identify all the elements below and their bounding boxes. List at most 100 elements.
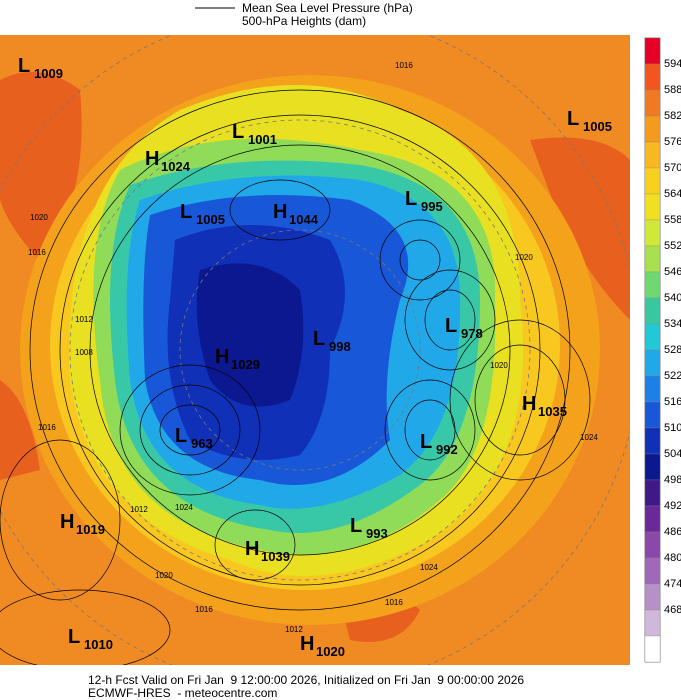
center-value: 1020 [316, 644, 345, 659]
center-letter: L [445, 315, 457, 337]
colorbar-label: 588 [664, 84, 681, 96]
colorbar-label: 546 [664, 266, 681, 278]
isobar-label: 1024 [580, 433, 598, 442]
center-value: 992 [436, 442, 458, 457]
center-letter: L [180, 201, 192, 223]
isobar-label: 1008 [75, 348, 93, 357]
center-letter: L [313, 328, 325, 350]
center-value: 1024 [161, 159, 191, 174]
center-letter: H [60, 511, 74, 533]
center-value: 1029 [231, 357, 260, 372]
colorbar-label: 486 [664, 526, 681, 538]
colorbar-swatch [644, 219, 661, 247]
isobar-label: 1016 [38, 423, 56, 432]
colorbar-label: 504 [664, 448, 681, 460]
isobar-label: 1016 [195, 605, 213, 614]
colorbar-label: 558 [664, 214, 681, 226]
colorbar-swatch [644, 297, 661, 325]
isobar-label: 1012 [75, 315, 93, 324]
colorbar-swatch [644, 479, 661, 507]
center-value: 995 [421, 199, 443, 214]
isobar-label: 1012 [130, 505, 148, 514]
center-value: 1019 [76, 522, 105, 537]
colorbar-swatch [644, 245, 661, 273]
colorbar-swatch [644, 271, 661, 299]
colorbar-swatch [644, 167, 661, 195]
isobar-label: 1024 [420, 563, 438, 572]
center-letter: H [215, 346, 229, 368]
isobar-label: 1020 [30, 213, 48, 222]
center-value: 963 [191, 436, 213, 451]
center-letter: L [232, 121, 244, 143]
colorbar-label: 582 [664, 110, 681, 122]
colorbar-label: 516 [664, 396, 681, 408]
isobar-label: 1020 [515, 253, 533, 262]
colorbar-swatch [644, 37, 661, 65]
colorbar-label: 570 [664, 162, 681, 174]
center-letter: L [68, 626, 80, 648]
colorbar-label: 594 [664, 58, 681, 70]
center-letter: L [567, 108, 579, 130]
height-band [196, 263, 304, 407]
center-value: 1005 [196, 212, 225, 227]
isobar-label: 1012 [285, 625, 303, 634]
center-letter: L [405, 188, 417, 210]
warm-anomaly [0, 380, 40, 480]
colorbar-swatch [644, 349, 661, 377]
colorbar-label: 522 [664, 370, 681, 382]
center-letter: L [18, 55, 30, 77]
colorbar-swatch [644, 427, 661, 455]
legend-mslp: Mean Sea Level Pressure (hPa) [242, 1, 413, 15]
isobar-label: 1024 [175, 503, 193, 512]
center-value: 993 [366, 526, 388, 541]
center-letter: H [300, 633, 314, 655]
colorbar-swatch [644, 505, 661, 533]
isobar-label: 1020 [490, 361, 508, 370]
center-value: 1044 [289, 212, 319, 227]
colorbar-label: 534 [664, 318, 681, 330]
colorbar-label: 498 [664, 474, 681, 486]
warm-anomaly [530, 137, 630, 320]
isobar-label: 1020 [155, 571, 173, 580]
colorbar-label: 576 [664, 136, 681, 148]
center-letter: H [273, 201, 287, 223]
center-value: 1001 [248, 132, 277, 147]
footer-valid: 12-h Fcst Valid on Fri Jan 9 12:00:00 20… [88, 673, 524, 687]
isobar-label: 1016 [28, 248, 46, 257]
colorbar-swatch [644, 323, 661, 351]
latitude-circles [0, 35, 630, 665]
colorbar-swatch [644, 115, 661, 143]
center-letter: L [420, 431, 432, 453]
isobars [0, 89, 591, 665]
center-letter: L [175, 425, 187, 447]
isobar-label: 1016 [385, 598, 403, 607]
colorbar-label: 510 [664, 422, 681, 434]
colorbar-swatch [644, 583, 661, 611]
colorbar-swatch [644, 63, 661, 91]
colorbar-label: 492 [664, 500, 681, 512]
colorbar-swatch [644, 531, 661, 559]
center-value: 978 [461, 326, 483, 341]
footer-source: ECMWF-HRES - meteocentre.com [88, 686, 277, 700]
colorbar-swatch [644, 635, 661, 663]
colorbar-label: 528 [664, 344, 681, 356]
isobar-label: 1016 [395, 61, 413, 70]
center-value: 1039 [261, 549, 290, 564]
colorbar-label: 552 [664, 240, 681, 252]
colorbar-label: 474 [664, 578, 681, 590]
colorbar-label: 468 [664, 604, 681, 616]
colorbar-swatch [644, 401, 661, 429]
center-value: 998 [329, 339, 351, 354]
colorbar-swatch [644, 609, 661, 637]
center-value: 1035 [538, 404, 567, 419]
center-value: 1009 [34, 66, 63, 81]
center-letter: H [245, 538, 259, 560]
colorbar-label: 540 [664, 292, 681, 304]
center-letter: H [522, 393, 536, 415]
colorbar-swatch [644, 89, 661, 117]
center-value: 1010 [84, 637, 113, 652]
colorbar-swatch [644, 375, 661, 403]
colorbar-swatch [644, 453, 661, 481]
